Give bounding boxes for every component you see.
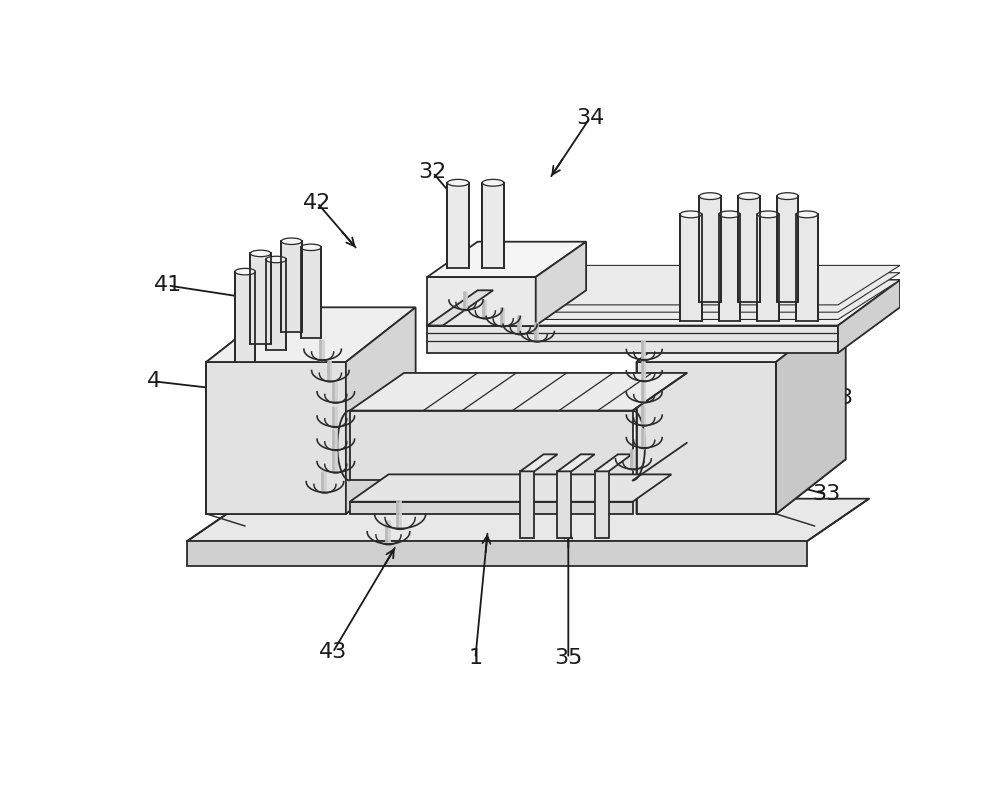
Text: 33: 33 bbox=[812, 484, 840, 504]
Ellipse shape bbox=[250, 250, 271, 256]
Ellipse shape bbox=[738, 193, 760, 200]
Ellipse shape bbox=[777, 193, 798, 200]
Polygon shape bbox=[776, 307, 846, 514]
Polygon shape bbox=[427, 280, 900, 320]
Polygon shape bbox=[427, 280, 900, 326]
Polygon shape bbox=[235, 271, 255, 362]
Polygon shape bbox=[187, 541, 807, 566]
Polygon shape bbox=[520, 454, 557, 471]
Ellipse shape bbox=[719, 211, 740, 218]
Text: 32: 32 bbox=[419, 163, 447, 182]
Polygon shape bbox=[206, 307, 416, 362]
Polygon shape bbox=[699, 196, 721, 302]
Polygon shape bbox=[250, 253, 271, 344]
Polygon shape bbox=[637, 459, 846, 514]
Text: 31: 31 bbox=[815, 294, 843, 314]
Ellipse shape bbox=[699, 193, 721, 200]
Text: 34: 34 bbox=[576, 108, 604, 128]
Polygon shape bbox=[637, 307, 846, 362]
Polygon shape bbox=[350, 373, 687, 410]
Polygon shape bbox=[520, 471, 534, 538]
Ellipse shape bbox=[482, 179, 504, 186]
Polygon shape bbox=[595, 454, 632, 471]
Polygon shape bbox=[206, 459, 416, 514]
Ellipse shape bbox=[796, 211, 818, 218]
Polygon shape bbox=[719, 215, 740, 320]
Polygon shape bbox=[350, 474, 671, 502]
Text: 4: 4 bbox=[147, 372, 162, 391]
Ellipse shape bbox=[680, 211, 702, 218]
Polygon shape bbox=[796, 215, 818, 320]
Ellipse shape bbox=[301, 244, 321, 251]
Polygon shape bbox=[680, 215, 702, 320]
Text: 43: 43 bbox=[319, 642, 347, 663]
Polygon shape bbox=[447, 183, 469, 267]
Polygon shape bbox=[350, 410, 633, 481]
Polygon shape bbox=[427, 265, 900, 305]
Polygon shape bbox=[281, 241, 302, 331]
Polygon shape bbox=[427, 326, 838, 353]
Polygon shape bbox=[536, 241, 586, 326]
Text: 42: 42 bbox=[303, 193, 331, 213]
Ellipse shape bbox=[235, 268, 255, 275]
Polygon shape bbox=[427, 241, 586, 277]
Polygon shape bbox=[637, 307, 706, 514]
Polygon shape bbox=[482, 183, 504, 267]
Ellipse shape bbox=[757, 211, 779, 218]
Polygon shape bbox=[738, 196, 760, 302]
Polygon shape bbox=[346, 307, 416, 514]
Polygon shape bbox=[757, 215, 779, 320]
Ellipse shape bbox=[447, 179, 469, 186]
Polygon shape bbox=[777, 196, 798, 302]
Polygon shape bbox=[301, 247, 321, 338]
Text: 3: 3 bbox=[839, 388, 853, 409]
Polygon shape bbox=[427, 277, 536, 326]
Polygon shape bbox=[595, 471, 609, 538]
Polygon shape bbox=[427, 290, 493, 326]
Text: 1: 1 bbox=[468, 649, 482, 668]
Text: 35: 35 bbox=[554, 649, 582, 668]
Polygon shape bbox=[187, 499, 869, 541]
Polygon shape bbox=[557, 471, 571, 538]
Polygon shape bbox=[427, 273, 900, 312]
Ellipse shape bbox=[281, 238, 302, 245]
Polygon shape bbox=[206, 307, 276, 514]
Text: 41: 41 bbox=[154, 275, 182, 295]
Polygon shape bbox=[557, 454, 595, 471]
Polygon shape bbox=[266, 260, 286, 350]
Polygon shape bbox=[838, 280, 900, 353]
Ellipse shape bbox=[266, 256, 286, 263]
Polygon shape bbox=[637, 362, 776, 514]
Polygon shape bbox=[206, 362, 346, 514]
Polygon shape bbox=[350, 502, 633, 514]
